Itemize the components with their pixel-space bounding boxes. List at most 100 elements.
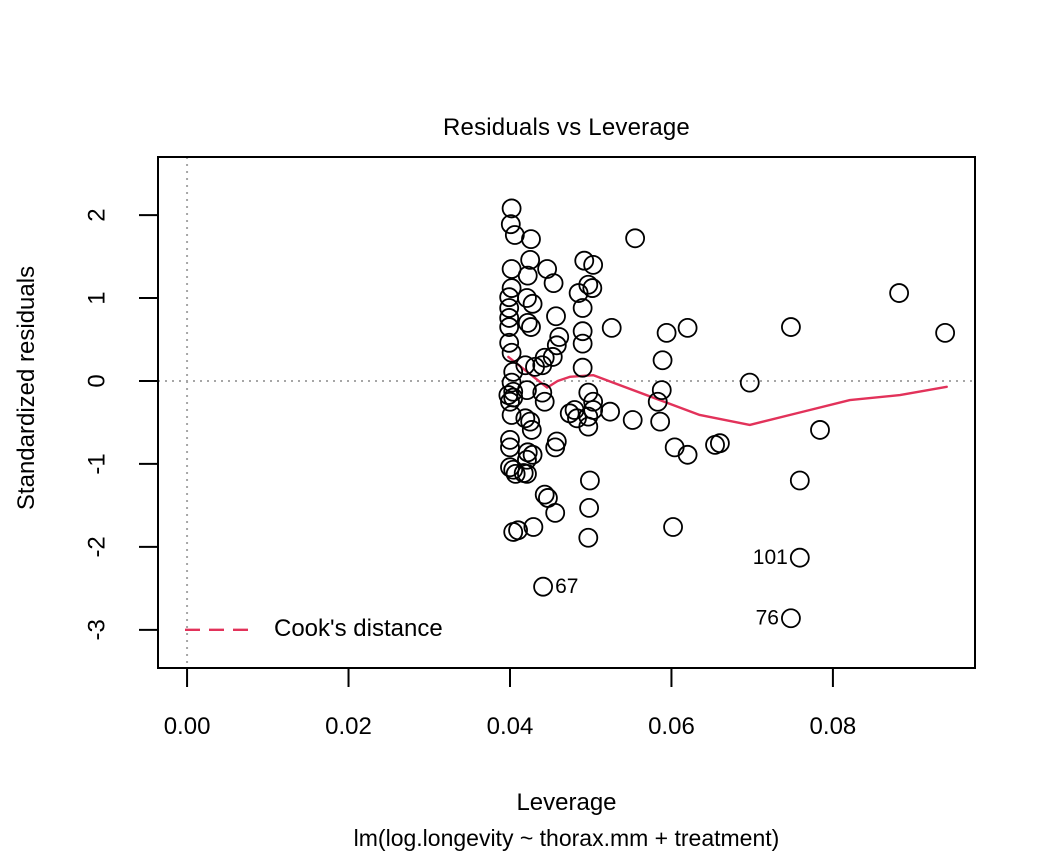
y-axis-tick-label: -2 bbox=[84, 536, 111, 557]
data-point bbox=[499, 317, 520, 337]
data-point bbox=[572, 357, 593, 378]
outlier-point-label: 67 bbox=[555, 575, 578, 598]
data-point bbox=[499, 332, 520, 353]
data-point bbox=[517, 265, 538, 286]
data-point bbox=[500, 214, 521, 235]
data-point bbox=[582, 278, 603, 298]
data-point bbox=[501, 278, 522, 298]
data-point bbox=[521, 229, 541, 250]
data-point bbox=[534, 391, 555, 412]
data-point bbox=[600, 401, 620, 422]
x-axis-label: Leverage bbox=[516, 789, 617, 816]
data-point bbox=[515, 355, 536, 376]
data-point bbox=[517, 288, 537, 308]
data-point bbox=[580, 470, 600, 491]
data-point bbox=[523, 517, 544, 537]
data-point bbox=[572, 321, 593, 342]
data-point bbox=[650, 411, 671, 432]
data-point bbox=[568, 283, 589, 303]
data-point bbox=[503, 361, 524, 382]
data-point bbox=[579, 497, 600, 518]
data-point bbox=[781, 317, 801, 337]
data-point bbox=[545, 502, 566, 523]
model-caption: lm(log.longevity ~ thorax.mm + treatment… bbox=[353, 825, 780, 851]
data-point bbox=[520, 249, 541, 270]
data-point bbox=[656, 322, 677, 343]
data-point bbox=[543, 273, 564, 293]
data-point bbox=[517, 313, 538, 333]
outlier-point bbox=[781, 608, 801, 629]
data-point bbox=[517, 463, 537, 484]
data-point bbox=[522, 293, 543, 314]
data-point bbox=[499, 298, 520, 318]
data-point bbox=[517, 449, 537, 470]
data-point bbox=[651, 380, 672, 401]
data-point bbox=[647, 391, 668, 412]
data-point bbox=[549, 327, 570, 347]
data-point bbox=[503, 381, 524, 402]
x-axis-tick-label: 0.08 bbox=[810, 713, 857, 740]
outlier-point bbox=[789, 547, 810, 568]
plot-frame bbox=[157, 156, 976, 669]
data-point bbox=[522, 444, 543, 465]
data-point bbox=[500, 457, 520, 478]
data-point bbox=[504, 225, 525, 245]
data-point bbox=[574, 250, 595, 271]
data-point bbox=[578, 527, 599, 548]
data-point bbox=[508, 520, 528, 541]
data-point bbox=[652, 350, 673, 371]
data-point bbox=[709, 433, 730, 454]
data-point bbox=[537, 259, 558, 279]
data-point bbox=[810, 420, 830, 440]
legend-label: Cook's distance bbox=[274, 614, 443, 642]
data-point bbox=[935, 322, 956, 343]
x-axis-tick-label: 0.06 bbox=[648, 713, 695, 740]
data-point bbox=[572, 333, 593, 354]
outlier-point-label: 76 bbox=[756, 607, 779, 630]
data-point bbox=[546, 335, 567, 356]
data-point bbox=[499, 308, 520, 328]
data-point bbox=[501, 405, 522, 425]
x-axis-tick-label: 0.00 bbox=[164, 713, 211, 740]
y-axis-tick-label: 0 bbox=[84, 374, 111, 387]
data-point bbox=[677, 317, 698, 338]
data-point bbox=[663, 517, 683, 537]
data-point bbox=[739, 372, 760, 393]
smoother-line bbox=[507, 355, 948, 427]
data-point bbox=[583, 391, 604, 412]
y-axis-tick-label: -1 bbox=[84, 453, 111, 474]
data-point bbox=[505, 463, 526, 484]
data-point bbox=[515, 408, 536, 429]
data-point bbox=[501, 198, 522, 219]
data-point bbox=[664, 437, 685, 458]
data-point bbox=[789, 470, 810, 491]
x-axis-tick-label: 0.04 bbox=[487, 713, 534, 740]
chart-title: Residuals vs Leverage bbox=[442, 114, 690, 141]
data-point bbox=[534, 484, 555, 505]
data-point bbox=[677, 444, 698, 465]
data-point bbox=[500, 391, 520, 412]
y-axis-tick-label: 1 bbox=[84, 291, 111, 304]
data-point bbox=[578, 406, 599, 427]
data-point bbox=[545, 437, 566, 458]
outlier-point bbox=[533, 576, 553, 597]
data-point bbox=[583, 254, 604, 275]
data-point bbox=[532, 355, 553, 376]
data-point bbox=[622, 410, 643, 430]
data-point bbox=[578, 416, 599, 437]
data-point bbox=[572, 298, 593, 318]
data-point bbox=[503, 459, 524, 480]
data-point bbox=[520, 411, 541, 432]
data-point bbox=[546, 306, 566, 327]
x-axis-tick-label: 0.02 bbox=[325, 713, 372, 740]
data-point bbox=[501, 342, 522, 363]
y-axis-label: Standardized residuals bbox=[13, 265, 40, 511]
y-axis-tick-label: -3 bbox=[84, 619, 111, 640]
y-axis-tick-label: 2 bbox=[84, 208, 111, 221]
data-point bbox=[625, 228, 646, 249]
data-point bbox=[525, 356, 545, 377]
data-point bbox=[521, 317, 541, 337]
data-point bbox=[521, 420, 542, 440]
data-point bbox=[500, 429, 520, 450]
